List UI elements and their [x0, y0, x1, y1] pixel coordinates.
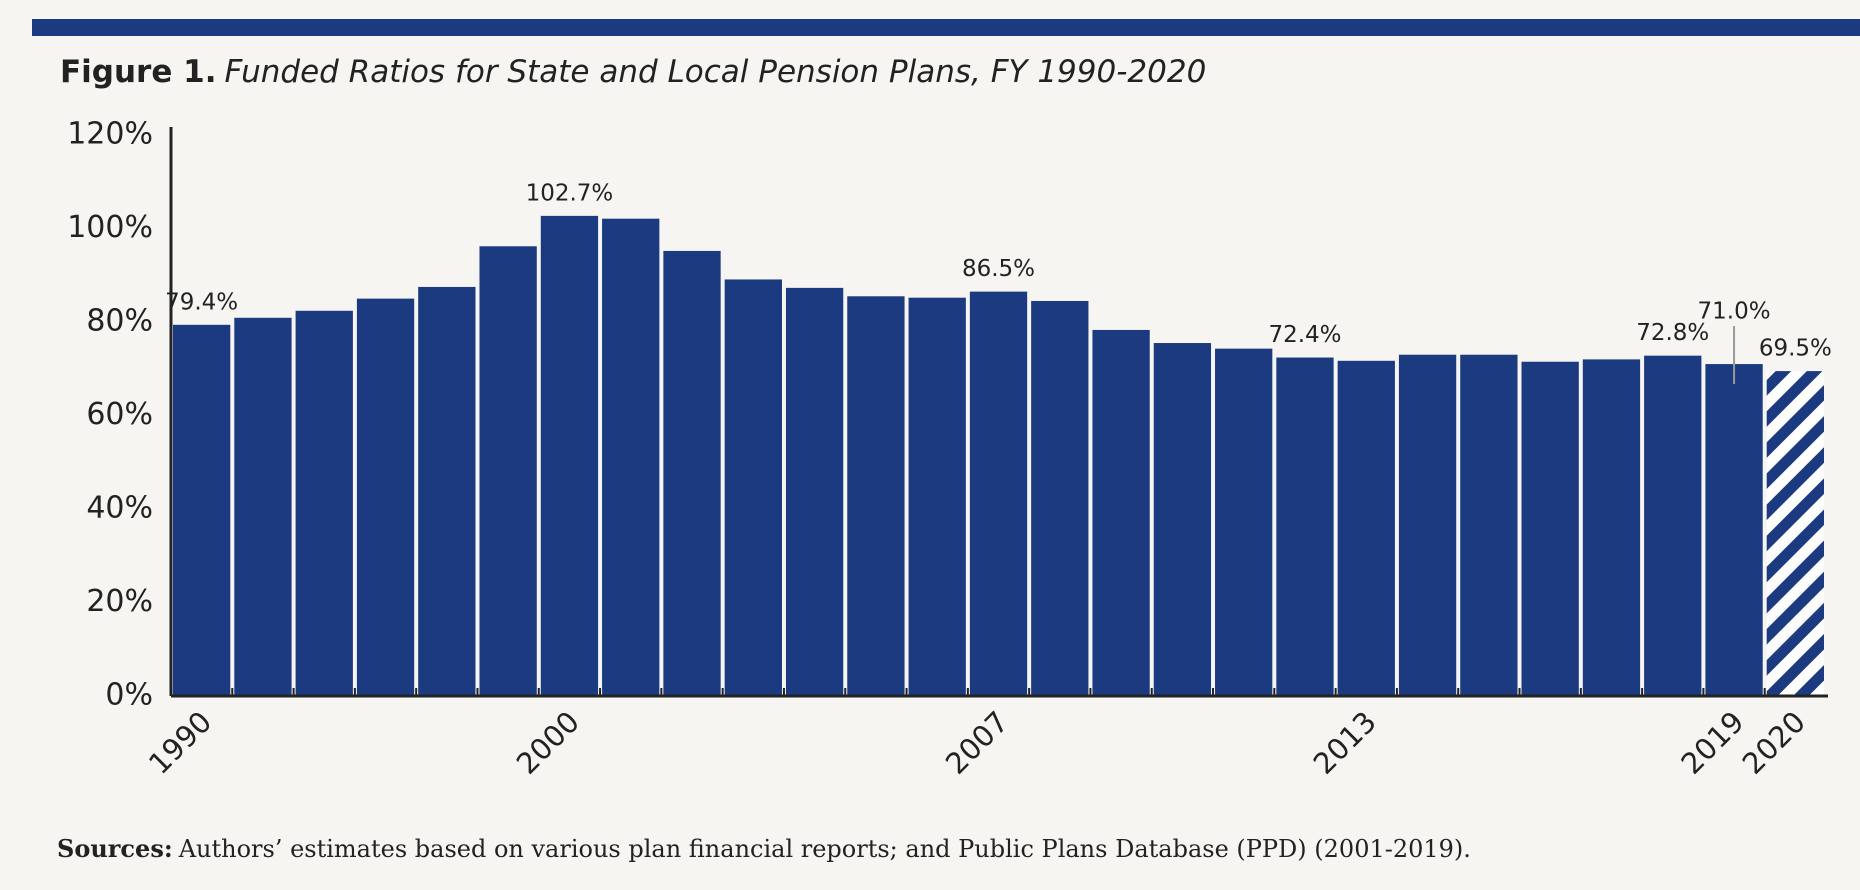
bar	[1705, 364, 1763, 696]
chart-title: Figure 1. Funded Ratios for State and Loc…	[60, 54, 1206, 90]
y-tick-label: 100%	[67, 210, 153, 245]
value-label: 86.5%	[962, 256, 1035, 282]
bar	[1337, 360, 1395, 696]
title-prefix: Figure 1.	[60, 54, 217, 90]
value-label: 71.0%	[1698, 299, 1771, 325]
y-tick-label: 80%	[86, 304, 153, 339]
bar	[356, 298, 415, 696]
bar	[1644, 355, 1702, 696]
bar	[173, 324, 231, 696]
bar	[1153, 343, 1212, 696]
y-tick-label: 20%	[86, 584, 153, 619]
y-tick-label: 60%	[86, 397, 153, 432]
value-label: 72.4%	[1268, 322, 1341, 348]
title-text: Funded Ratios for State and Local Pensio…	[225, 54, 1207, 90]
bar	[1092, 329, 1150, 696]
value-label: 72.8%	[1636, 320, 1709, 346]
bar	[234, 317, 292, 696]
bar	[1766, 371, 1824, 696]
bar	[847, 296, 905, 696]
bar	[969, 291, 1028, 696]
value-label: 79.4%	[165, 289, 238, 315]
bar	[1276, 357, 1334, 696]
y-tick-label: 0%	[105, 678, 153, 713]
bar	[602, 218, 660, 696]
bar	[785, 287, 844, 696]
bar	[1398, 354, 1457, 696]
bar	[1521, 361, 1579, 696]
source-text: Authors’ estimates based on various plan…	[178, 835, 1471, 863]
y-tick-label: 120%	[67, 117, 153, 152]
bar	[724, 279, 782, 696]
bar	[908, 297, 966, 696]
y-tick-label: 40%	[86, 491, 153, 526]
top-band	[32, 19, 1860, 36]
bar	[1582, 359, 1641, 696]
value-label: 69.5%	[1759, 336, 1832, 362]
bar	[663, 250, 721, 696]
bar	[295, 310, 353, 696]
bar	[1460, 354, 1518, 696]
bar	[540, 215, 599, 696]
bar	[479, 246, 537, 696]
bar	[1215, 348, 1273, 696]
sources: Sources: Authors’ estimates based on vari…	[57, 834, 1471, 863]
value-label: 102.7%	[526, 180, 614, 206]
source-label: Sources:	[57, 834, 173, 863]
bar	[1031, 300, 1089, 696]
bar	[418, 286, 476, 696]
